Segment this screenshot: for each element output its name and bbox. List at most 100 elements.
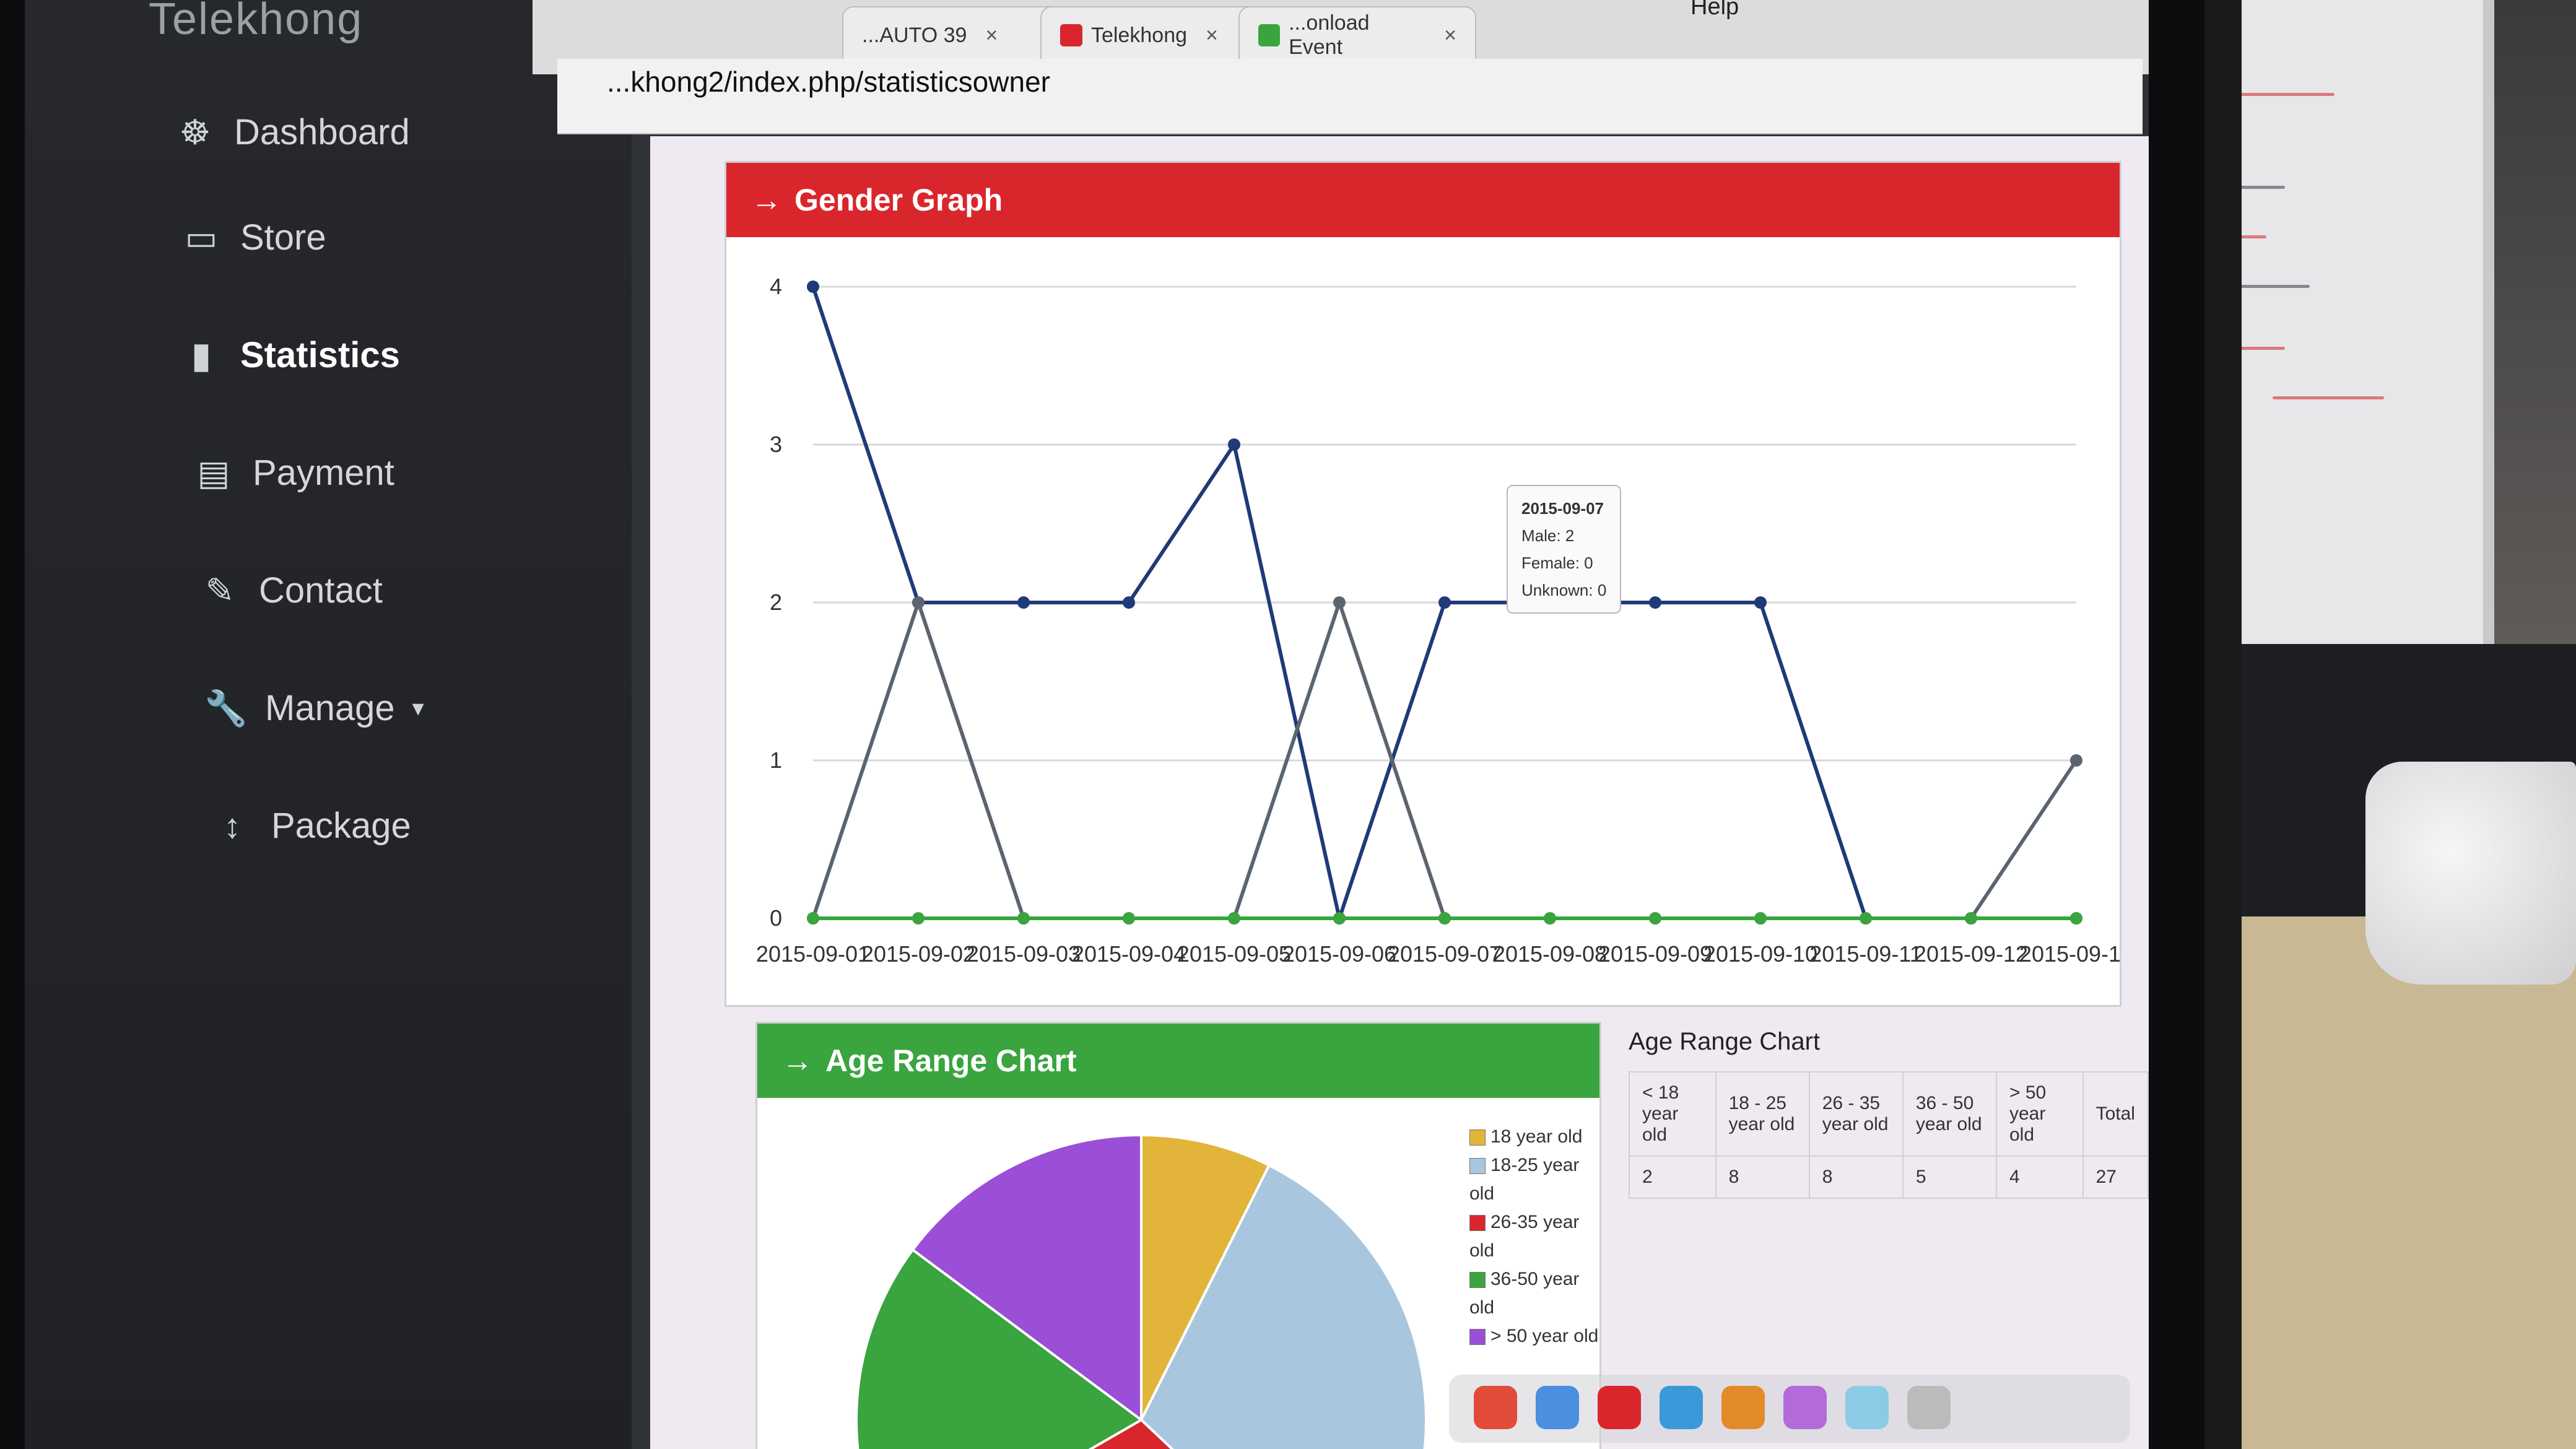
sidebar-item-label: Payment	[253, 453, 394, 493]
legend-swatch	[1469, 1215, 1486, 1232]
data-point-unknown[interactable]	[1649, 912, 1661, 925]
pie-slice[interactable]	[1140, 1133, 1271, 1421]
gender-graph-header: → Gender Graph	[726, 163, 2120, 237]
address-bar[interactable]: ...khong2/index.php/statisticsowner	[557, 59, 2143, 134]
data-point-unknown[interactable]	[807, 912, 819, 925]
pie-legend: 18 year old 18-25 year old 26-35 year old 3…	[1469, 1123, 1599, 1351]
app-icon[interactable]	[1721, 1386, 1765, 1429]
age-range-table-panel: Age Range Chart < 18 year old 18 - 25 yea…	[1616, 1022, 2149, 1307]
x-tick-label: 2015-09-12	[1914, 941, 2028, 967]
pie-slice[interactable]	[855, 1248, 1144, 1449]
chart-tooltip: 2015-09-07 Male: 2 Female: 0 Unknown: 0	[1507, 485, 1622, 614]
close-icon[interactable]: ×	[1444, 23, 1456, 47]
pie-slice[interactable]	[1139, 1164, 1427, 1449]
resize-vertical-icon: ↕	[224, 806, 241, 845]
data-point-unknown[interactable]	[1333, 912, 1346, 925]
sidebar-item-manage[interactable]: 🔧 Manage ▾	[204, 687, 424, 729]
data-point-unknown[interactable]	[1965, 912, 1977, 925]
x-tick-label: 2015-09-06	[1282, 941, 1396, 967]
table-header-row: < 18 year old 18 - 25 year old 26 - 35 yea…	[1629, 1071, 2149, 1157]
data-point-unknown[interactable]	[2070, 912, 2082, 925]
url-text[interactable]: ...khong2/index.php/statisticsowner	[607, 66, 1050, 98]
chrome-icon[interactable]	[1474, 1386, 1517, 1429]
sidebar-item-dashboard[interactable]: ☸ Dashboard	[173, 111, 410, 153]
table-cell: 27	[2082, 1155, 2149, 1199]
data-point-female[interactable]	[1333, 596, 1346, 609]
pie-slice[interactable]	[895, 1418, 1349, 1449]
tab-label: ...onload Event	[1289, 11, 1370, 59]
sidebar-item-contact[interactable]: ✎ Contact	[198, 570, 383, 611]
y-tick-label: 3	[770, 432, 782, 457]
data-point-male[interactable]	[1228, 438, 1240, 451]
app-icon[interactable]	[1783, 1386, 1827, 1429]
app-icon[interactable]	[1660, 1386, 1703, 1429]
column-header: > 50 year old	[1996, 1071, 2084, 1157]
x-tick-label: 2015-09-08	[1493, 941, 1607, 967]
age-range-title: Age Range Chart	[825, 1043, 1077, 1078]
screen: Telekhong ☸ Dashboard ▭ Store ▮ Statistics ▤ Pa…	[25, 0, 2149, 1449]
legend-item: 18-25 year old	[1469, 1151, 1599, 1208]
tab-telekhong[interactable]: Telekhong ×	[1040, 6, 1266, 63]
data-point-unknown[interactable]	[1754, 912, 1767, 925]
wrench-icon: 🔧	[204, 688, 248, 728]
arrow-right-icon: →	[751, 183, 782, 217]
app-icon[interactable]	[1598, 1386, 1641, 1429]
close-icon[interactable]: ×	[985, 23, 998, 47]
age-table-title: Age Range Chart	[1629, 1028, 1821, 1055]
data-point-female[interactable]	[2070, 754, 2082, 767]
sidebar-item-label: Dashboard	[234, 112, 410, 152]
legend-swatch	[1469, 1272, 1486, 1289]
data-point-male[interactable]	[1438, 596, 1451, 609]
legend-label: 36-50 year old	[1469, 1269, 1580, 1318]
legend-item: 18 year old	[1469, 1123, 1599, 1151]
sidebar-item-statistics[interactable]: ▮ Statistics	[180, 334, 400, 376]
data-point-unknown[interactable]	[1860, 912, 1872, 925]
sidebar-item-package[interactable]: ↕ Package	[211, 805, 411, 846]
x-tick-label: 2015-09-09	[1598, 941, 1712, 967]
table-cell: 5	[1902, 1155, 1998, 1199]
data-point-unknown[interactable]	[1228, 912, 1240, 925]
sidebar-item-label: Manage	[265, 688, 395, 728]
x-tick-label: 2015-09-05	[1177, 941, 1291, 967]
data-point-female[interactable]	[912, 596, 925, 609]
table-cell: 8	[1808, 1155, 1904, 1199]
app-icon[interactable]	[1845, 1386, 1889, 1429]
sidebar-item-payment[interactable]: ▤ Payment	[192, 452, 394, 494]
legend-swatch	[1469, 1158, 1486, 1175]
plastic-bag	[2365, 762, 2576, 985]
dashboard-icon: ☸	[179, 112, 211, 152]
sidebar-item-store[interactable]: ▭ Store	[180, 217, 326, 258]
w3-favicon-icon	[1258, 24, 1281, 46]
data-point-male[interactable]	[807, 281, 819, 293]
data-point-male[interactable]	[1123, 596, 1135, 609]
x-tick-label: 2015-09-02	[861, 941, 975, 967]
app-icon[interactable]	[1536, 1386, 1579, 1429]
edit-icon: ✎	[205, 570, 235, 610]
dock	[1449, 1375, 2130, 1443]
data-point-male[interactable]	[1649, 596, 1661, 609]
table-row: 2 8 8 5 4 27	[1629, 1155, 2149, 1199]
data-point-unknown[interactable]	[1123, 912, 1135, 925]
tab-onload-event[interactable]: ...onload Event ×	[1238, 6, 1476, 63]
menu-help[interactable]: Help	[1690, 0, 1739, 20]
data-point-unknown[interactable]	[1017, 912, 1030, 925]
data-point-unknown[interactable]	[912, 912, 925, 925]
monitor-icon: ▭	[185, 217, 218, 257]
pie-slice[interactable]	[911, 1133, 1142, 1422]
bar-chart-icon: ▮	[191, 335, 211, 375]
tab-auto[interactable]: ...AUTO 39 ×	[842, 6, 1068, 63]
close-icon[interactable]: ×	[1206, 23, 1218, 47]
data-point-unknown[interactable]	[1544, 912, 1556, 925]
column-header: 36 - 50 year old	[1902, 1071, 1998, 1157]
chevron-down-icon[interactable]: ▾	[412, 695, 424, 721]
trash-icon[interactable]	[1907, 1386, 1951, 1429]
data-point-male[interactable]	[1754, 596, 1767, 609]
data-point-male[interactable]	[1017, 596, 1030, 609]
x-tick-label: 2015-09-11	[1809, 941, 1921, 967]
legend-label: 26-35 year old	[1469, 1212, 1580, 1261]
gender-line-chart: 012342015-09-012015-09-022015-09-032015-…	[756, 274, 2120, 967]
data-point-unknown[interactable]	[1438, 912, 1451, 925]
tab-label: Telekhong	[1091, 23, 1188, 47]
telekhong-favicon-icon	[1060, 24, 1082, 46]
tooltip-male: Male: 2	[1521, 526, 1575, 545]
